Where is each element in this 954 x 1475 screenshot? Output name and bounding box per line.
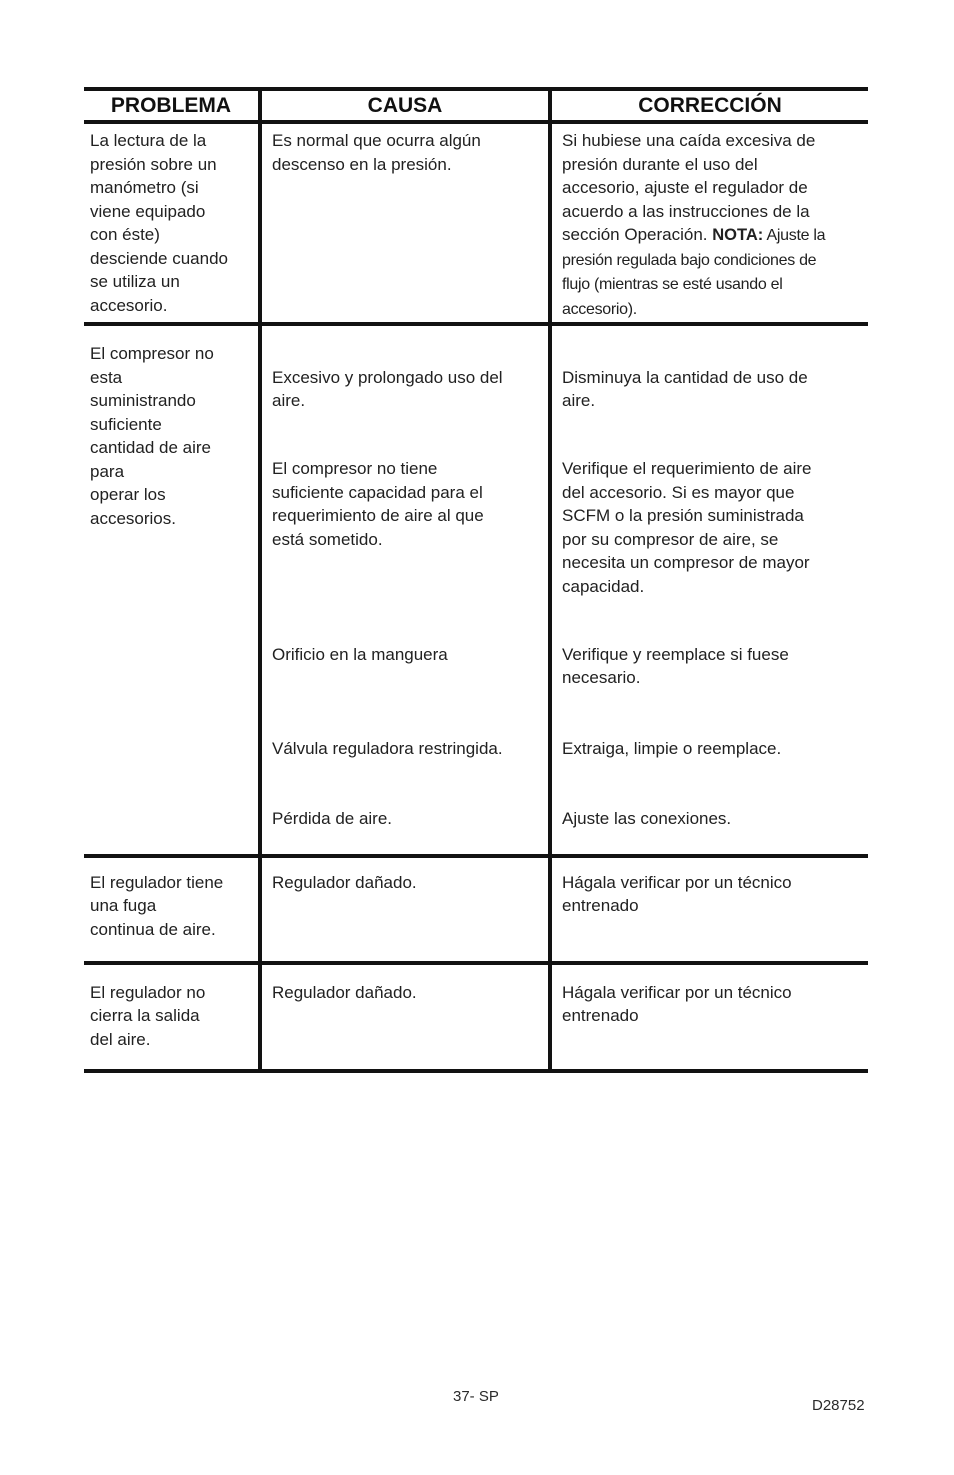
- table-header-row: PROBLEMA CAUSA CORRECCIÓN: [84, 91, 868, 124]
- problem-cell: El regulador tiene una fuga continua de …: [90, 872, 224, 939]
- correction-text: Si hubiese una caída excesiva de presión…: [562, 131, 816, 244]
- correction-item: Verifique el requerimiento de aire del a…: [562, 459, 812, 596]
- table-row-insufficient-air: El compresor no esta suministrando sufic…: [84, 326, 868, 858]
- correction-item: Ajuste las conexiones.: [562, 808, 732, 828]
- correction-cell: Si hubiese una caída excesiva de presión…: [548, 124, 868, 322]
- cause-item: Pérdida de aire.: [272, 808, 393, 828]
- cause-item: Orificio en la manguera: [272, 644, 448, 664]
- column-header-correccion: CORRECCIÓN: [548, 91, 868, 120]
- correction-item: Verifique y reemplace si fuese necesario…: [562, 644, 789, 688]
- cause-cell: Regulador dañado.: [258, 964, 548, 1069]
- correction-cell: Hágala verificar por un técnico entrenad…: [548, 964, 868, 1069]
- problem-cell: El regulador no cierra la salida del air…: [90, 982, 206, 1049]
- table-row-regulator-leak: El regulador tiene una fuga continua de …: [84, 857, 868, 965]
- table-row-pressure-drop: La lectura de la presión sobre un manóme…: [84, 124, 868, 326]
- cause-item: El compresor no tiene suficiente capacid…: [272, 459, 484, 549]
- correction-item: Extraiga, limpie o reemplace.: [562, 739, 782, 758]
- table-row-regulator-no-shutoff: El regulador no cierra la salida del air…: [84, 964, 868, 1069]
- cause-cell: Excesivo y prolongado uso del aire. El c…: [258, 326, 548, 854]
- problem-cell: La lectura de la presión sobre un manóme…: [90, 131, 229, 315]
- column-header-causa: CAUSA: [258, 91, 548, 120]
- cause-cell: Regulador dañado.: [258, 857, 548, 961]
- nota-text: Ajuste la presión regulada bajo condicio…: [562, 227, 826, 318]
- nota-label: NOTA:: [712, 226, 764, 244]
- cause-cell: Es normal que ocurra algún descenso en l…: [258, 124, 548, 322]
- correction-item: Disminuya la cantidad de uso de aire.: [562, 367, 808, 411]
- correction-cell: Disminuya la cantidad de uso de aire. Ve…: [548, 326, 868, 854]
- document-number: D28752: [812, 1397, 865, 1414]
- cause-item: Válvula reguladora restringida.: [272, 739, 503, 758]
- problem-cell: El compresor no esta suministrando sufic…: [90, 344, 214, 528]
- page-number: 37- SP: [453, 1388, 499, 1405]
- troubleshooting-table: PROBLEMA CAUSA CORRECCIÓN La lectura de …: [84, 87, 868, 1073]
- cause-item: Excesivo y prolongado uso del aire.: [272, 367, 503, 411]
- correction-cell: Hágala verificar por un técnico entrenad…: [548, 857, 868, 961]
- column-header-problema: PROBLEMA: [110, 94, 232, 117]
